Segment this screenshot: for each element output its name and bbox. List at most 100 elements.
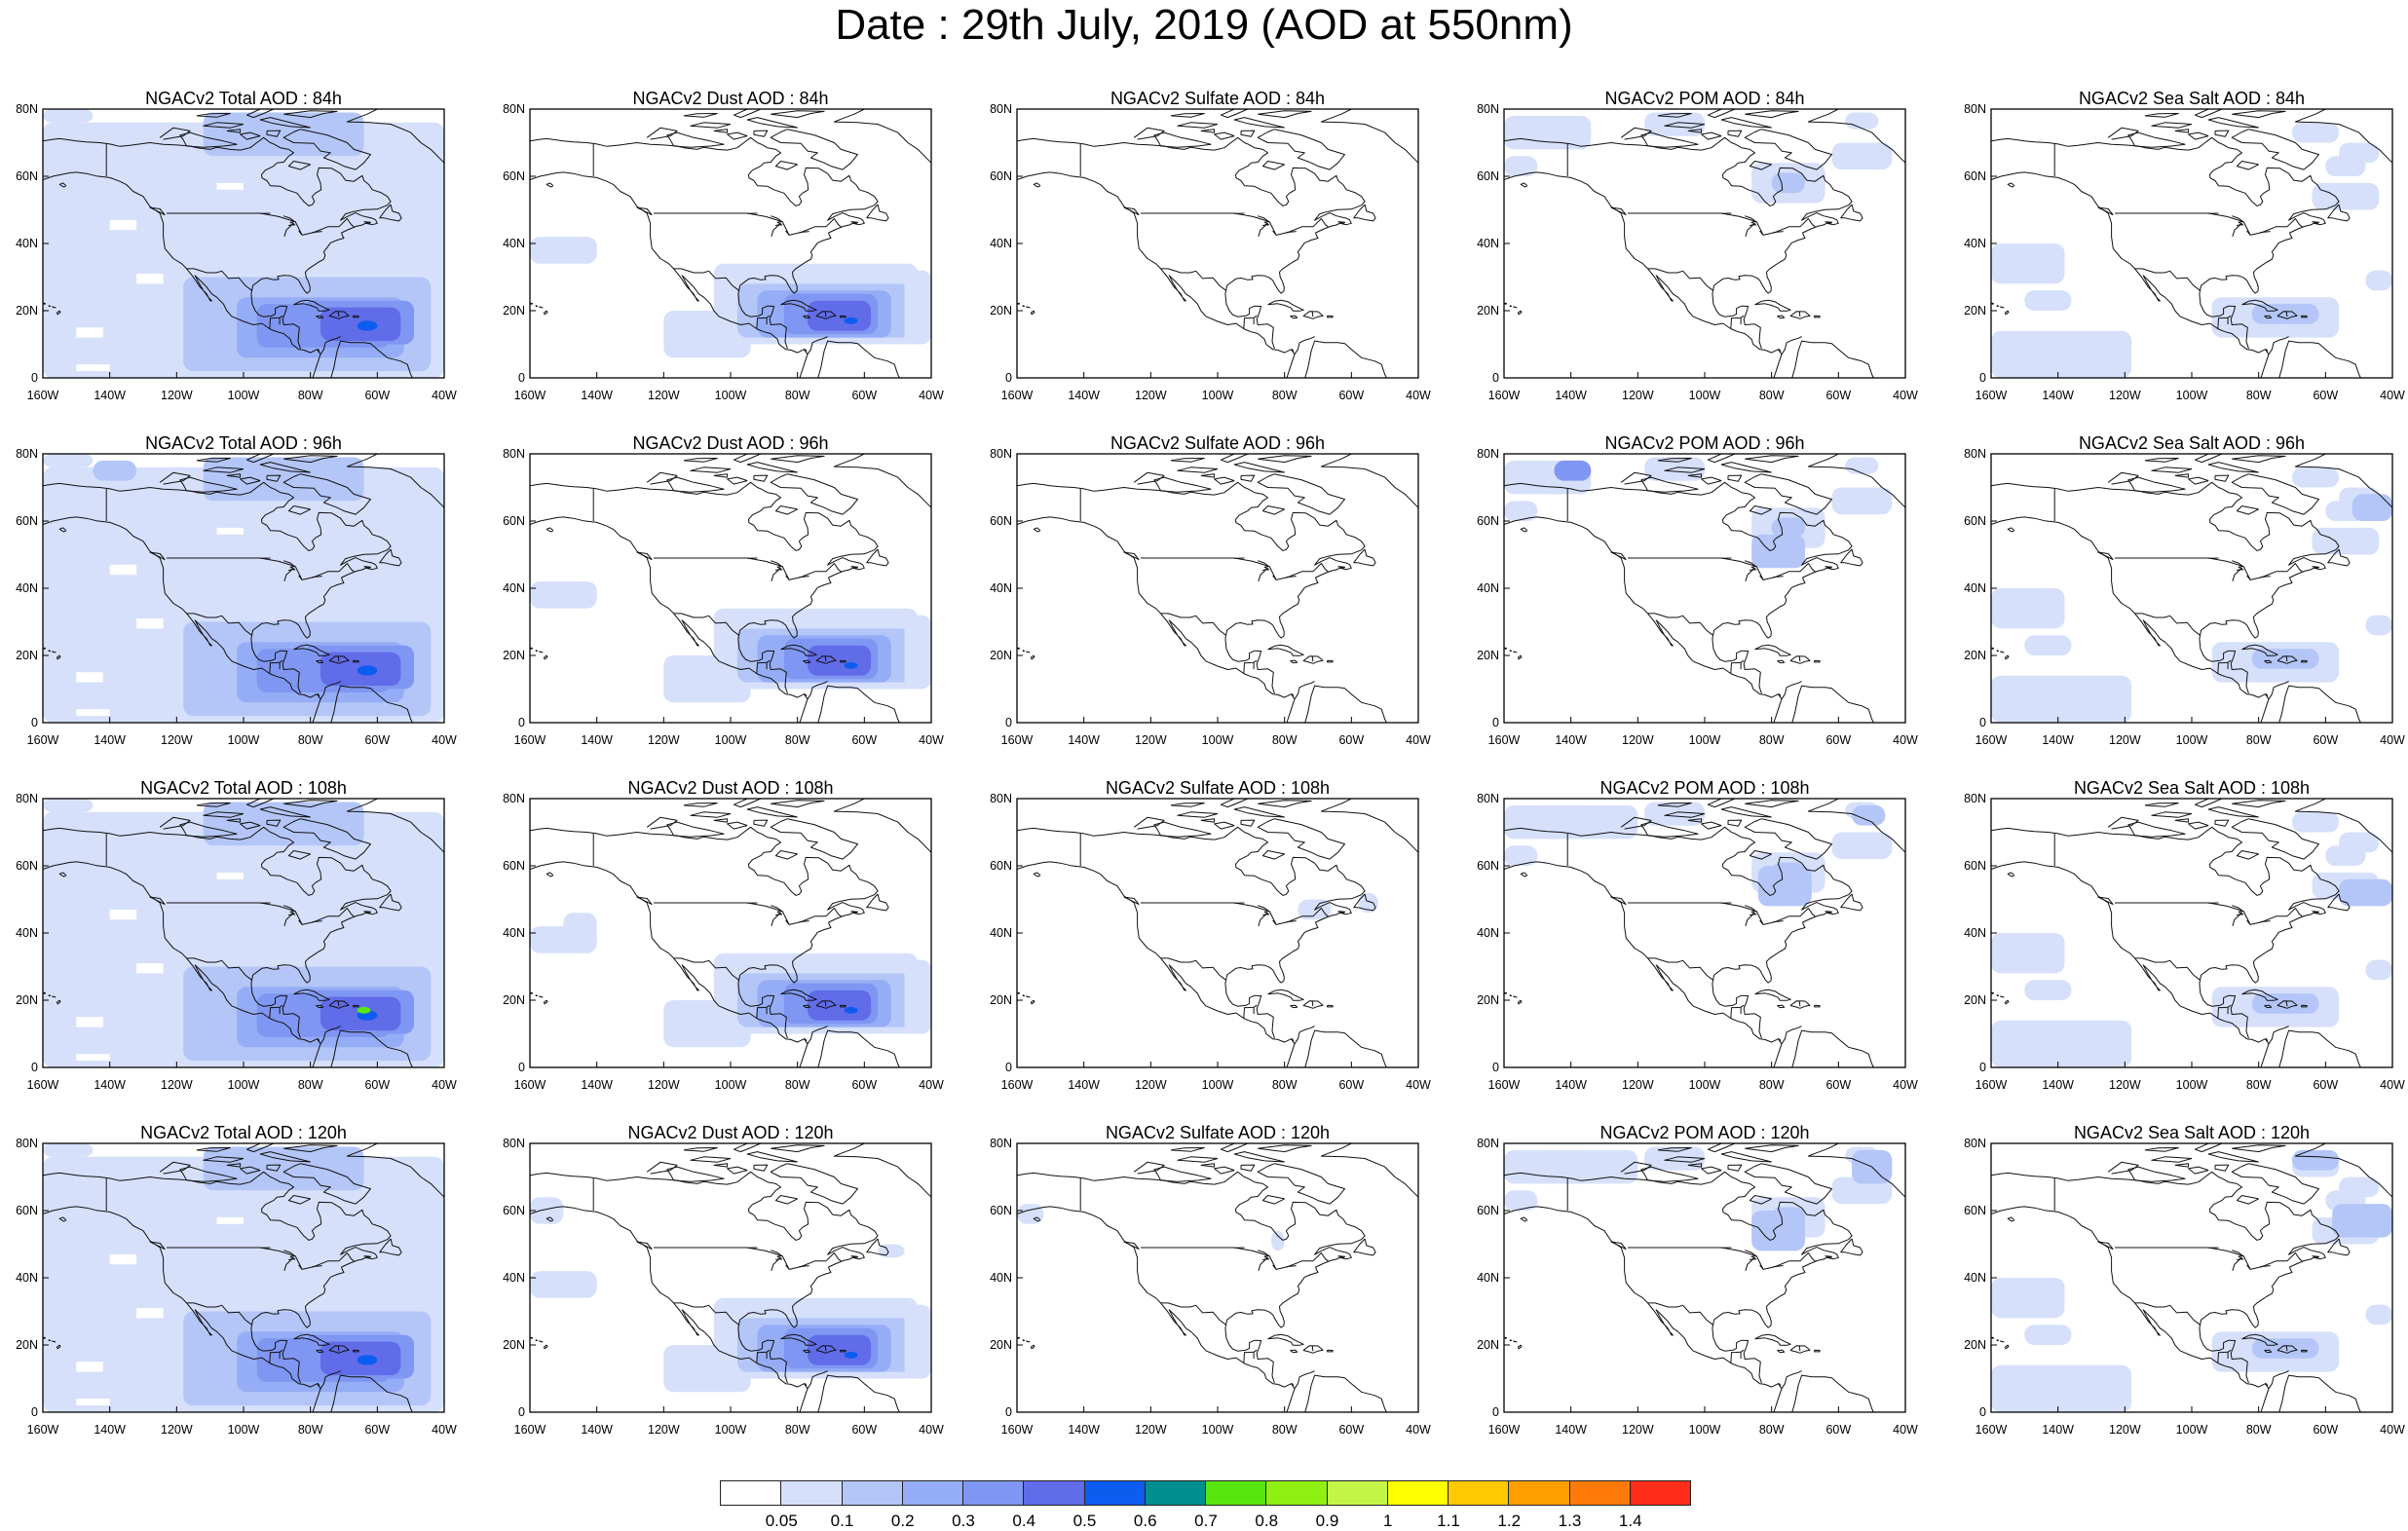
coastline bbox=[780, 299, 817, 312]
clear-patch bbox=[216, 527, 244, 535]
aod-field bbox=[1991, 811, 2392, 1067]
coastline bbox=[1509, 305, 1513, 307]
aod-region bbox=[1852, 804, 1886, 826]
colorbar-label: 0.6 bbox=[1133, 1512, 1157, 1530]
coastline bbox=[1170, 458, 1205, 463]
coastline bbox=[1261, 850, 1285, 860]
coastline bbox=[636, 206, 653, 216]
coastline bbox=[179, 1166, 238, 1182]
y-tick-label: 60N bbox=[990, 859, 1012, 873]
coastline bbox=[43, 171, 321, 378]
coastlines bbox=[43, 799, 444, 1067]
y-tick-label: 20N bbox=[16, 993, 38, 1007]
coastline bbox=[159, 1161, 191, 1175]
coastline bbox=[1778, 1383, 1782, 1386]
coastline bbox=[1258, 215, 1269, 227]
x-tick-label: 140W bbox=[94, 1423, 126, 1437]
coastline bbox=[1267, 989, 1304, 1001]
coastline bbox=[1177, 122, 1219, 129]
coastline bbox=[1991, 516, 2270, 723]
coastline bbox=[804, 349, 808, 352]
map-plot: 80N 60N 40N 20N 0 160W 140W 120W 100W 80W 60W 40W bbox=[1964, 447, 2405, 747]
coastline bbox=[1504, 826, 1853, 1039]
coastline bbox=[654, 1247, 842, 1270]
panel-title: NGACv2 Sea Salt AOD : 84h bbox=[2078, 89, 2306, 108]
y-tick-label: 40N bbox=[1477, 237, 1499, 250]
x-tick-label: 60W bbox=[2313, 1078, 2338, 1092]
y-tick-label: 0 bbox=[1005, 371, 1012, 385]
aod-region bbox=[357, 1006, 371, 1014]
coastline bbox=[1141, 1247, 1329, 1270]
coastline bbox=[1754, 299, 1791, 312]
coastline bbox=[1504, 1171, 1853, 1384]
x-tick-label: 100W bbox=[1202, 1078, 1234, 1092]
coastline bbox=[1647, 1302, 1713, 1326]
map-panel-pom-4: NGACv2 POM AOD : 120h 80N 60N 40N 20N 0 160W 14… bbox=[1461, 1122, 1948, 1437]
colorbar-swatch bbox=[1144, 1480, 1206, 1506]
coastline bbox=[1311, 1000, 1314, 1007]
panel-title: NGACv2 Total AOD : 120h bbox=[140, 1123, 347, 1142]
aod-region bbox=[1537, 804, 1638, 840]
coastline bbox=[753, 819, 769, 827]
coastline bbox=[1214, 821, 1235, 830]
coastline bbox=[2214, 1164, 2230, 1172]
x-tick-label: 100W bbox=[1689, 733, 1721, 747]
map-panel-seasalt-3: NGACv2 Sea Salt AOD : 108h 80N 60N 40N 20N 0 1… bbox=[1948, 777, 2408, 1092]
aod-region bbox=[1991, 1364, 2132, 1412]
colorbar-label: 0.2 bbox=[890, 1512, 915, 1530]
coastline bbox=[771, 110, 825, 119]
aod-region bbox=[43, 454, 94, 467]
colorbar-swatch bbox=[1265, 1480, 1328, 1506]
coastline bbox=[1754, 989, 1791, 1001]
aod-region bbox=[1751, 534, 1805, 569]
coastline bbox=[1240, 1164, 1256, 1172]
coastline bbox=[850, 911, 858, 914]
x-tick-label: 120W bbox=[648, 1078, 680, 1092]
aod-region bbox=[2251, 304, 2319, 324]
aod-region bbox=[2339, 1176, 2380, 1198]
x-tick-label: 40W bbox=[1893, 733, 1918, 747]
coastline bbox=[2264, 1004, 2273, 1009]
aod-region bbox=[1504, 1190, 1538, 1211]
coastline bbox=[807, 681, 828, 700]
coastline bbox=[1033, 182, 1041, 188]
y-tick-label: 40N bbox=[990, 1271, 1012, 1285]
y-tick-label: 0 bbox=[31, 371, 38, 385]
x-tick-label: 120W bbox=[1135, 1423, 1167, 1437]
coastline bbox=[1991, 826, 2340, 1039]
coastline bbox=[269, 659, 283, 675]
coastline bbox=[1133, 816, 1165, 830]
coastline bbox=[2000, 306, 2005, 309]
x-tick-label: 80W bbox=[2246, 1423, 2272, 1437]
y-tick-label: 60N bbox=[1964, 169, 1986, 183]
coastline bbox=[2000, 651, 2005, 653]
coastline bbox=[1825, 566, 1832, 569]
coastline bbox=[226, 818, 242, 823]
x-tick-label: 140W bbox=[94, 733, 126, 747]
panel-title: NGACv2 POM AOD : 120h bbox=[1599, 1123, 1810, 1142]
x-tick-label: 160W bbox=[1975, 389, 2008, 402]
coastline bbox=[316, 1004, 324, 1009]
x-tick-label: 100W bbox=[2176, 1423, 2208, 1437]
coastline bbox=[1620, 816, 1652, 830]
coastline bbox=[1814, 1004, 1821, 1008]
coastline bbox=[815, 1345, 837, 1354]
coastline bbox=[1628, 212, 1816, 236]
coastline bbox=[1707, 1143, 1736, 1153]
coastline bbox=[1640, 821, 1699, 838]
colorbar-label: 0.7 bbox=[1194, 1512, 1218, 1530]
coastline bbox=[636, 551, 653, 561]
coastline bbox=[1520, 1216, 1528, 1222]
coastline bbox=[283, 455, 338, 464]
coastline bbox=[317, 349, 320, 352]
x-tick-label: 60W bbox=[1338, 1078, 1364, 1092]
coastline bbox=[803, 1004, 811, 1009]
x-tick-label: 140W bbox=[581, 1423, 613, 1437]
y-tick-label: 80N bbox=[503, 792, 525, 805]
aod-region bbox=[844, 1351, 858, 1359]
coastline bbox=[179, 821, 238, 838]
panel-title: NGACv2 Dust AOD : 120h bbox=[627, 1123, 834, 1142]
colorbar-swatch bbox=[1205, 1480, 1267, 1506]
coastline bbox=[727, 821, 748, 830]
coastline bbox=[196, 458, 231, 463]
